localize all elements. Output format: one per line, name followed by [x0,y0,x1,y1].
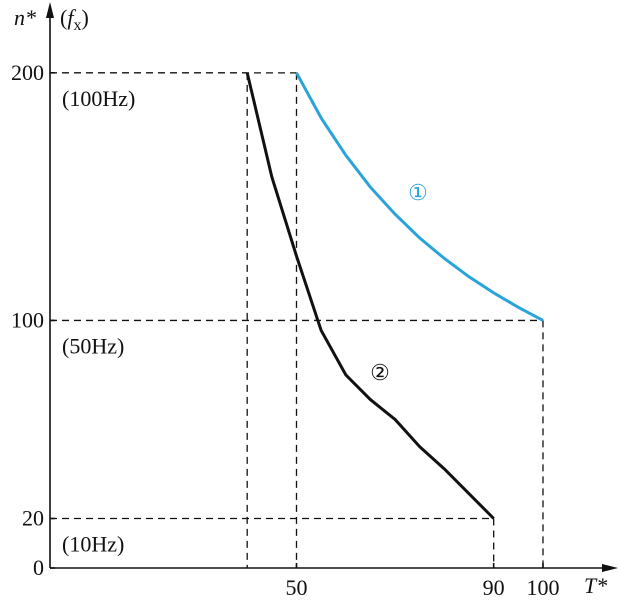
x-tick-label: 100 [526,575,559,600]
x-tick-label: 90 [483,575,505,600]
curve-label: ① [408,180,428,205]
y-axis-arrow [46,2,54,18]
y-tick-label: 20 [22,506,44,531]
x-tick-label: 50 [285,575,307,600]
unit-subscript: x [73,17,81,34]
y-tick-label: 100 [11,307,44,332]
paren: ( [60,5,67,30]
x-axis-label: T* [584,573,607,598]
frequency-label: (50Hz) [62,333,124,358]
x-axis-arrow [602,564,618,572]
frequency-label: (100Hz) [62,86,135,111]
curve [245,72,495,520]
y-axis-label: n* [14,5,36,30]
y-axis-unit: (fx) [60,5,89,34]
curve-label: ② [370,360,390,385]
frequency-label: (10Hz) [62,532,124,557]
y-tick-label: 0 [33,555,44,580]
y-tick-label: 200 [11,60,44,85]
paren: ) [81,5,88,30]
unit-symbol: f [67,5,76,30]
curve [295,72,544,322]
